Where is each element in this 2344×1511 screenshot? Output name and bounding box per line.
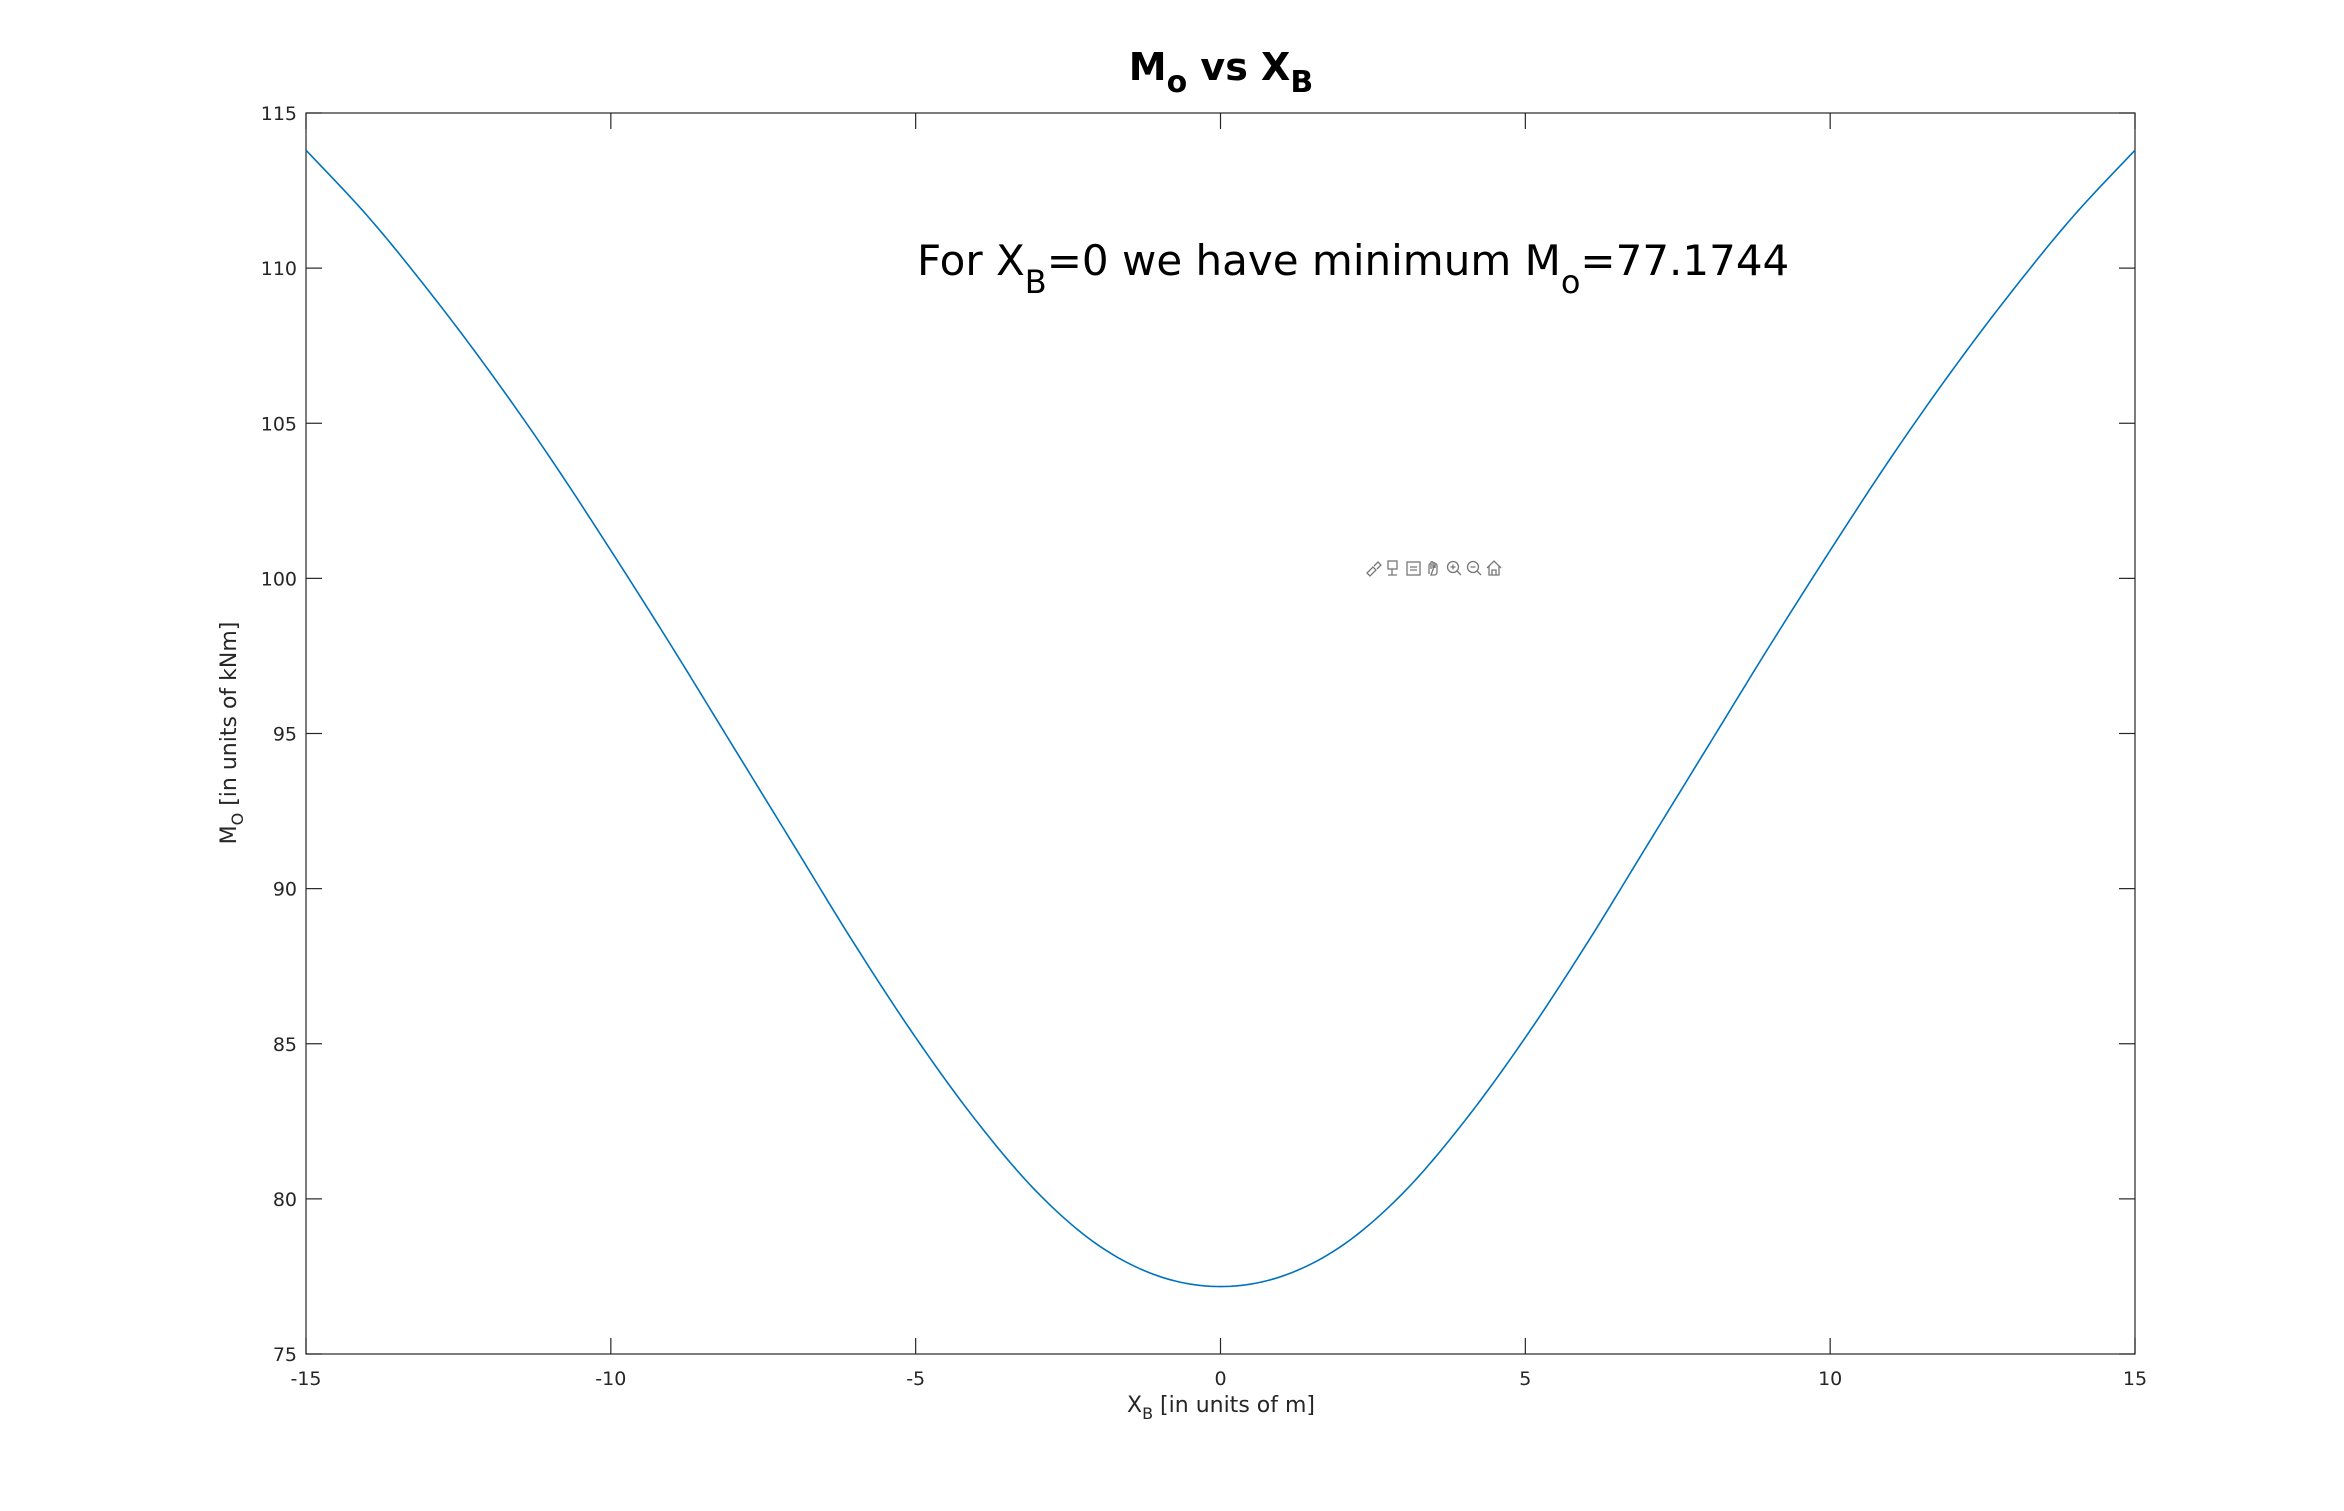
zoom-out-icon[interactable] (1466, 560, 1482, 576)
y-tick-label: 85 (273, 1034, 297, 1056)
x-tick-label: -5 (906, 1368, 925, 1390)
y-tick-label: 110 (261, 258, 297, 280)
x-tick-label: -10 (595, 1368, 626, 1390)
y-tick-label: 75 (273, 1344, 297, 1366)
x-tick-label: 0 (1214, 1368, 1226, 1390)
brush-icon[interactable] (1366, 561, 1382, 577)
axes-toolbar (1366, 560, 1502, 577)
y-tick-label: 80 (273, 1189, 297, 1211)
series-line-mo (305, 149, 2136, 1288)
y-tick-label: 115 (261, 103, 297, 125)
save-icon[interactable] (1406, 561, 1421, 576)
x-tick-label: -15 (290, 1368, 321, 1390)
minimum-annotation: For XB=0 we have minimum Mo=77.1744 (917, 236, 1789, 301)
x-tick-label: 10 (1818, 1368, 1842, 1390)
tick-labels: -15 -10 -5 0 5 10 15 75 80 85 90 95 100 105 110 115 (261, 103, 2147, 1390)
datatip-icon[interactable] (1387, 560, 1398, 576)
home-icon[interactable] (1486, 560, 1502, 576)
x-axis-label: XB [in units of m] (1127, 1393, 1315, 1423)
x-tick-label: 5 (1519, 1368, 1531, 1390)
x-tick-label: 15 (2123, 1368, 2147, 1390)
y-tick-label: 95 (273, 724, 297, 746)
chart-title: Mo vs XB (1129, 45, 1313, 100)
y-tick-label: 90 (273, 879, 297, 901)
pan-icon[interactable] (1428, 561, 1438, 576)
y-axis-label: MO [in units of kNm] (217, 622, 247, 845)
axis-ticks (305, 112, 2136, 1355)
y-tick-label: 100 (261, 568, 297, 590)
zoom-in-icon[interactable] (1446, 560, 1462, 576)
y-tick-label: 105 (261, 413, 297, 435)
